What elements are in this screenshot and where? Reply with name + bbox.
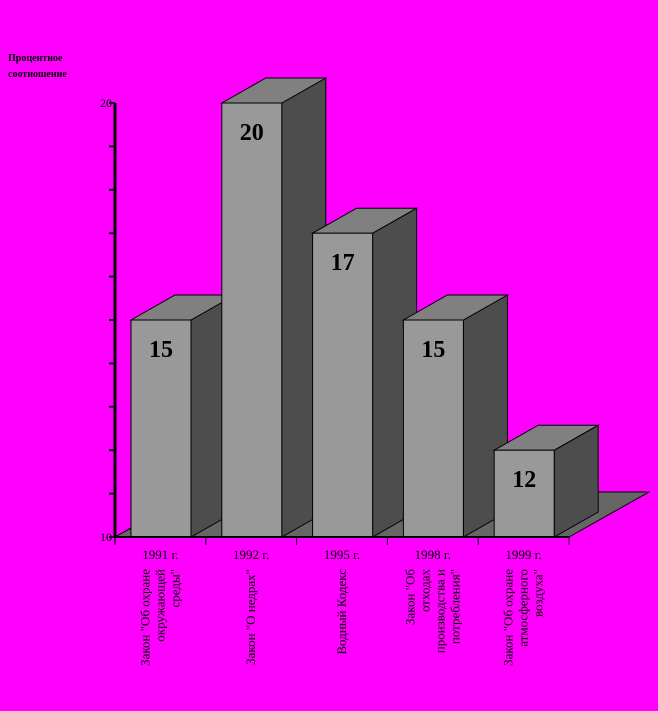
law-name-line: Закон "Об охране [501, 569, 516, 666]
bar-front [221, 102, 283, 538]
x-tick-label: 1992 г. [233, 547, 269, 562]
law-name-line: производства и [432, 569, 447, 653]
law-name-line: Закон "О недрах" [243, 569, 258, 665]
bar: 15 [129, 294, 237, 538]
law-name: Закон "О недрах" [243, 569, 258, 665]
bar-front [493, 449, 555, 538]
law-name: Водный Кодекс [334, 569, 349, 655]
bar: 20 [219, 77, 328, 538]
bars: 15 20 17 15 12 [129, 77, 601, 538]
x-tick-label: 1991 г. [142, 547, 178, 562]
bar-front [402, 319, 464, 538]
bar: 17 [310, 207, 419, 538]
law-name-line: окружающей [152, 569, 167, 642]
y-axis: 10 20 [100, 96, 117, 544]
bar-front [130, 319, 192, 538]
x-tick-label: 1999 г. [505, 547, 541, 562]
x-tick-label: 1995 г. [324, 547, 360, 562]
law-name-line: среды" [167, 569, 182, 608]
x-tick-label: 1998 г. [415, 547, 451, 562]
data-label: 20 [240, 120, 264, 146]
law-name-line: Закон "Об охране [137, 569, 152, 666]
law-name-line: атмосферного [516, 569, 531, 647]
data-label: 17 [331, 250, 355, 276]
law-name-line: Водный Кодекс [334, 569, 349, 655]
law-name-line: Закон "Об [402, 569, 417, 625]
law-name: Закон "Об охране окружающей среды" [137, 569, 182, 666]
y-tick-label: 20 [100, 96, 112, 110]
data-label: 15 [149, 337, 173, 363]
law-name-line: отходах [417, 569, 432, 613]
y-axis-title: Процентное соотношение [8, 53, 67, 80]
law-name-line: воздуха" [531, 569, 546, 617]
law-name-line: потребления" [447, 569, 462, 644]
bar-front [312, 232, 374, 538]
bar: 12 [492, 424, 601, 538]
y-axis-title-line-2: соотношение [8, 69, 67, 80]
bar: 15 [401, 294, 510, 538]
x-axis: 1991 г.Закон "Об охране окружающей среды"1… [114, 536, 570, 666]
law-name: Закон "Об отходах производства и потреблени… [402, 569, 462, 654]
law-name: Закон "Об охране атмосферного воздуха" [501, 569, 546, 666]
y-axis-title-line-1: Процентное [8, 53, 63, 64]
y-tick-label: 10 [100, 530, 112, 544]
data-label: 15 [421, 337, 445, 363]
data-label: 12 [512, 467, 536, 493]
